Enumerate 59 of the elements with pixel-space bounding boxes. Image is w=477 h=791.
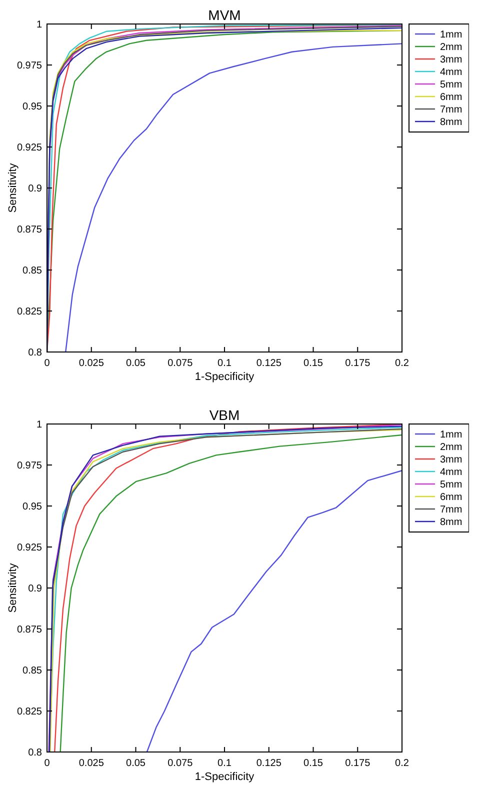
x-tick-label: 0.05 (126, 758, 146, 769)
y-tick-label: 0.925 (16, 542, 42, 554)
y-tick-label: 0.95 (22, 502, 42, 512)
line-series (146, 470, 402, 752)
legend-label: 5mm (440, 480, 462, 490)
y-tick-label: 0.95 (22, 102, 42, 112)
x-tick-label: 0.175 (345, 758, 371, 769)
x-tick-label: 0.2 (395, 358, 410, 369)
x-tick-label: 0.125 (256, 358, 282, 369)
y-tick-label: 0.85 (22, 266, 42, 276)
legend-label: 3mm (440, 454, 462, 466)
chart-title: MVM (208, 7, 241, 23)
x-axis-title: 1-Specificity (194, 771, 255, 783)
x-tick-label: 0.1 (218, 758, 232, 769)
legend-label: 1mm (440, 30, 462, 40)
x-tick-label: 0.1 (218, 358, 232, 369)
y-tick-label: 1 (36, 420, 42, 430)
legend-label: 5mm (440, 80, 462, 90)
y-tick-label: 0.825 (16, 706, 42, 718)
y-tick-label: 0.8 (28, 748, 42, 758)
y-tick-label: 0.9 (28, 184, 42, 194)
legend-label: 2mm (440, 442, 462, 453)
x-tick-label: 0 (44, 358, 50, 369)
y-tick-label: 0.8 (28, 348, 42, 358)
y-tick-label: 0.925 (16, 142, 42, 154)
legend-label: 7mm (440, 104, 462, 116)
x-tick-label: 0.075 (168, 358, 194, 369)
x-tick-label: 0 (44, 758, 50, 769)
x-tick-label: 0.175 (345, 358, 371, 369)
x-tick-label: 0.15 (304, 358, 324, 369)
y-tick-label: 0.875 (16, 624, 42, 636)
y-axis-title: Sensitivity (7, 162, 19, 213)
legend-label: 6mm (440, 492, 462, 503)
legend-label: 4mm (440, 67, 462, 78)
legend-label: 8mm (440, 117, 462, 128)
x-tick-label: 0.025 (78, 358, 104, 369)
legend-label: 6mm (440, 92, 462, 103)
x-tick-label: 0.15 (304, 758, 324, 769)
legend-label: 4mm (440, 467, 462, 478)
y-tick-label: 1 (36, 20, 42, 30)
y-axis-title: Sensitivity (7, 562, 19, 613)
x-tick-label: 0.125 (256, 758, 282, 769)
legend-label: 1mm (440, 430, 462, 440)
x-tick-label: 0.2 (395, 758, 410, 769)
x-axis-title: 1-Specificity (194, 371, 255, 383)
chart-title: VBM (209, 407, 240, 423)
legend-label: 2mm (440, 42, 462, 53)
x-tick-label: 0.025 (78, 758, 104, 769)
y-tick-label: 0.975 (16, 460, 42, 472)
y-tick-label: 0.85 (22, 666, 42, 676)
x-tick-label: 0.075 (168, 758, 194, 769)
y-tick-label: 0.875 (16, 224, 42, 236)
legend-label: 7mm (440, 504, 462, 516)
y-tick-label: 0.9 (28, 584, 42, 594)
y-tick-label: 0.975 (16, 60, 42, 72)
legend-label: 8mm (440, 517, 462, 528)
x-tick-label: 0.05 (126, 358, 146, 369)
y-tick-label: 0.825 (16, 306, 42, 318)
legend-label: 3mm (440, 54, 462, 66)
